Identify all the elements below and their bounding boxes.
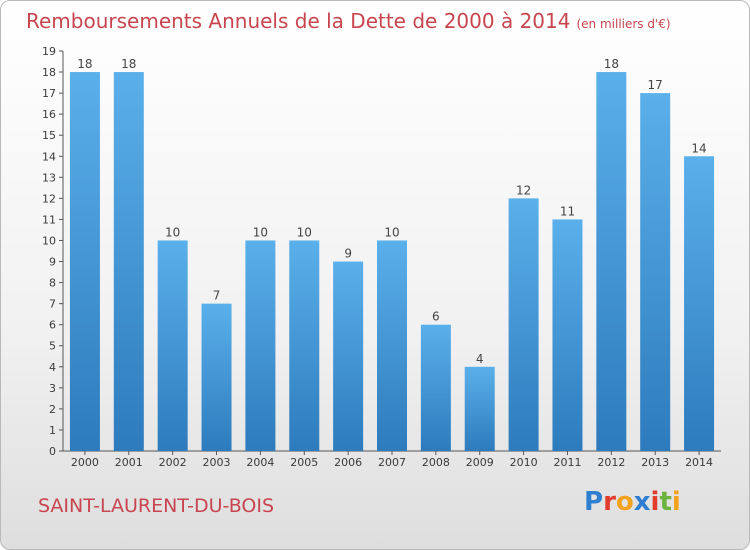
chart-title: Remboursements Annuels de la Dette de 20… <box>26 9 671 33</box>
y-tick-label: 3 <box>49 382 56 395</box>
y-tick-label: 11 <box>42 213 56 226</box>
y-tick-label: 2 <box>49 403 56 416</box>
bar <box>464 366 495 451</box>
y-tick-label: 4 <box>49 361 56 374</box>
y-tick-label: 18 <box>42 66 56 79</box>
logo-letter: x <box>633 487 651 517</box>
logo-letter: r <box>603 487 616 517</box>
commune-name: SAINT-LAURENT-DU-BOIS <box>38 495 275 517</box>
bar-value-label: 9 <box>344 247 352 261</box>
x-tick-label: 2012 <box>597 456 625 469</box>
y-tick-label: 15 <box>42 129 56 142</box>
y-tick-label: 6 <box>49 319 56 332</box>
bar <box>640 93 671 452</box>
bar-value-label: 18 <box>121 57 136 71</box>
bar-value-label: 10 <box>297 225 312 239</box>
y-tick-label: 1 <box>49 424 56 437</box>
bar-value-label: 10 <box>165 225 180 239</box>
x-tick-label: 2014 <box>685 456 713 469</box>
y-tick-label: 5 <box>49 340 56 353</box>
logo-letter: i <box>671 487 681 517</box>
bar-value-label: 10 <box>384 225 399 239</box>
bar <box>289 240 320 451</box>
bar <box>333 261 364 451</box>
y-tick-label: 7 <box>49 298 56 311</box>
bar-value-label: 4 <box>476 352 484 366</box>
y-tick-label: 0 <box>49 445 56 458</box>
x-tick-label: 2008 <box>422 456 450 469</box>
x-tick-label: 2000 <box>71 456 99 469</box>
title-text: Remboursements Annuels de la Dette de 20… <box>26 9 571 33</box>
y-tick-label: 9 <box>49 256 56 269</box>
y-tick-label: 10 <box>42 234 56 247</box>
bar <box>420 324 451 451</box>
bar-value-label: 11 <box>560 204 575 218</box>
proxiti-logo: Proxiti <box>584 487 681 517</box>
logo-letter: t <box>659 487 672 517</box>
bar-value-label: 10 <box>253 225 268 239</box>
bar <box>552 219 583 451</box>
bar <box>596 72 627 451</box>
bar-value-label: 18 <box>77 57 92 71</box>
x-tick-label: 2005 <box>290 456 318 469</box>
bar-value-label: 17 <box>648 78 663 92</box>
y-tick-label: 13 <box>42 171 56 184</box>
bar <box>377 240 407 451</box>
x-tick-label: 2001 <box>115 456 143 469</box>
x-tick-label: 2011 <box>553 456 581 469</box>
logo-letter: o <box>615 487 634 517</box>
y-tick-label: 8 <box>49 277 56 290</box>
x-tick-label: 2010 <box>510 456 538 469</box>
bar <box>157 240 188 451</box>
unit-text: (en milliers d'€) <box>576 17 671 31</box>
x-tick-label: 2007 <box>378 456 406 469</box>
y-tick-label: 16 <box>42 108 56 121</box>
bar <box>69 72 100 451</box>
y-tick-label: 14 <box>42 150 56 163</box>
bar <box>113 72 144 451</box>
x-tick-label: 2006 <box>334 456 362 469</box>
bar <box>245 240 276 451</box>
logo-letter: P <box>584 487 604 517</box>
x-tick-label: 2004 <box>246 456 274 469</box>
bar <box>201 303 232 451</box>
x-tick-label: 2013 <box>641 456 669 469</box>
y-tick-label: 17 <box>42 87 56 100</box>
bar <box>684 156 715 451</box>
x-tick-label: 2003 <box>203 456 231 469</box>
bar-value-label: 12 <box>516 183 531 197</box>
bar-value-label: 14 <box>691 141 706 155</box>
y-tick-label: 19 <box>42 45 56 58</box>
bar <box>508 198 539 451</box>
bar-value-label: 7 <box>213 289 221 303</box>
logo-letter: i <box>650 487 660 517</box>
bar-value-label: 6 <box>432 310 440 324</box>
y-tick-label: 12 <box>42 192 56 205</box>
x-tick-label: 2009 <box>466 456 494 469</box>
x-tick-label: 2002 <box>159 456 187 469</box>
bar-layer: 18 18 10 7 10 10 9 10 6 4 12 11 18 17 14 <box>69 57 715 452</box>
bar-value-label: 18 <box>604 57 619 71</box>
